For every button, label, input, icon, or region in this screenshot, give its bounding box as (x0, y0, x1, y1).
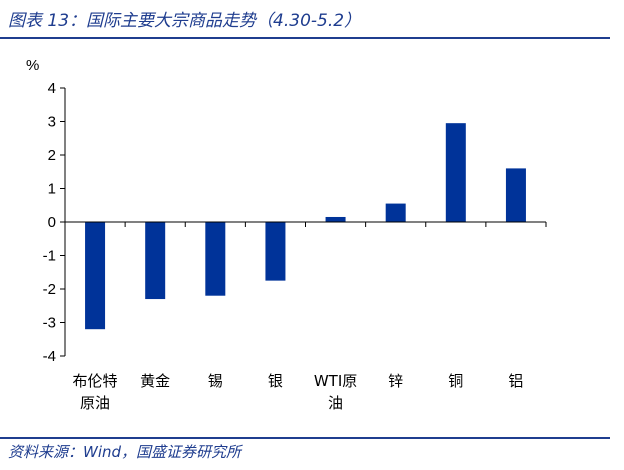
y-tick-label: 3 (48, 114, 56, 131)
bar-2 (205, 222, 226, 296)
category-label: 锌 (388, 372, 403, 390)
y-tick-label: -1 (43, 248, 56, 265)
category-label: 银 (268, 372, 283, 390)
y-tick-label: -3 (43, 315, 56, 332)
title-divider (0, 37, 610, 39)
y-tick-label: -2 (43, 281, 56, 298)
x-axis-ticks (64, 222, 547, 227)
category-label: WTI原油 (314, 372, 357, 412)
bar-6 (445, 123, 466, 222)
y-axis-ticks: 4 3 2 1 0 -1 -2 -3 -4 (43, 80, 65, 365)
y-tick-label: -4 (43, 348, 56, 365)
bar-1 (145, 222, 166, 300)
y-tick-label: 1 (48, 181, 56, 198)
category-label: 锡 (208, 372, 223, 390)
chart-title: 图表 13：国际主要大宗商品走势（4.30-5.2） (8, 11, 362, 31)
bar-5 (385, 203, 406, 222)
bar-3 (265, 222, 286, 281)
category-label: 铝 (508, 372, 523, 390)
bar-0 (85, 222, 106, 330)
category-label: 布伦特原油 (73, 372, 118, 412)
y-tick-label: 4 (48, 80, 56, 97)
bar-7 (505, 168, 526, 222)
y-axis-unit-label: % (26, 57, 39, 74)
y-tick-label: 2 (48, 147, 56, 164)
bar-4 (325, 216, 346, 222)
source-note: 资料来源：Wind，国盛证券研究所 (8, 443, 242, 461)
source-divider (0, 437, 610, 439)
x-axis-labels: 布伦特原油 黄金 锡 银 WTI原油 锌 铜 铝 (73, 372, 524, 412)
bars (85, 123, 526, 330)
y-tick-label: 0 (48, 214, 56, 231)
category-label: 黄金 (140, 372, 170, 390)
category-label: 铜 (448, 372, 463, 390)
